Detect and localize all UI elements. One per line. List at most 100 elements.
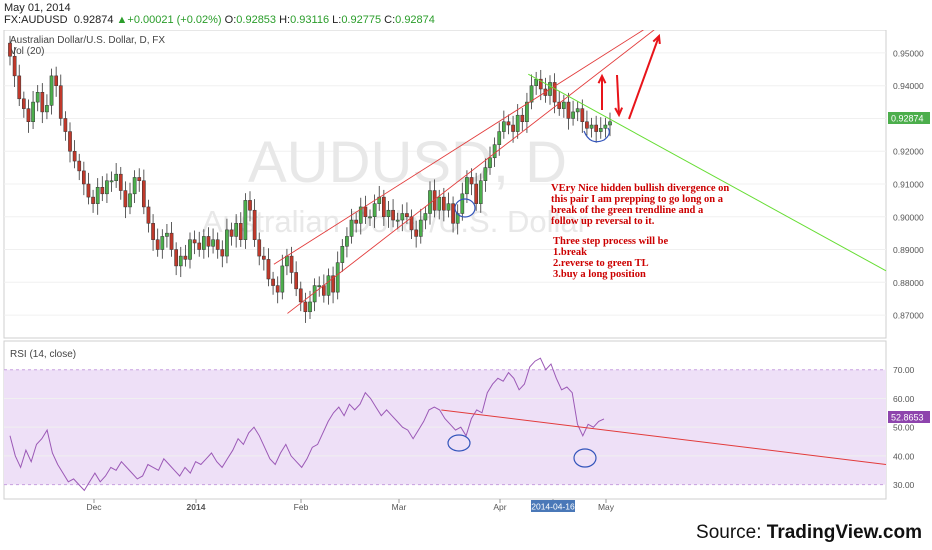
candle-up <box>132 177 137 195</box>
candle-up <box>603 124 608 129</box>
candle-down <box>391 209 395 221</box>
candle-up <box>285 255 289 267</box>
rsi-line <box>9 357 605 492</box>
candle-down <box>405 213 409 218</box>
quote-bar: FX:AUDUSD 0.92874 ▲+0.00021 (+0.02%) O:0… <box>4 14 435 26</box>
candle-down <box>197 242 202 250</box>
candle-down <box>155 239 160 250</box>
candle-down <box>511 124 515 132</box>
price-divergence-circle-2 <box>583 127 610 143</box>
price-tick-label: 0.89000 <box>893 245 924 255</box>
candle-down <box>552 82 557 103</box>
candle-down <box>520 114 525 122</box>
arrow-down-head <box>614 107 624 118</box>
candle-down <box>68 131 72 152</box>
candle-up <box>437 196 442 211</box>
rsi-tick-label: 70.00 <box>893 365 915 375</box>
price-divergence-circle-1 <box>454 198 476 218</box>
price-tick-label: 0.91000 <box>893 180 924 190</box>
candle-up <box>423 213 428 221</box>
candle-down <box>506 121 511 126</box>
rsi-tick-label: 30.00 <box>893 480 915 490</box>
candle-down <box>409 216 414 231</box>
candle-down <box>580 108 585 122</box>
candle-down <box>141 180 146 208</box>
annotation-line: this pair I am prepping to go long on a <box>551 194 724 205</box>
candle-up <box>598 128 603 132</box>
candle-up <box>109 180 114 183</box>
candle-down <box>585 121 589 129</box>
arrow-down <box>616 74 620 116</box>
price-tick-label: 0.92000 <box>893 147 924 157</box>
candle-up <box>234 223 239 237</box>
candle-down <box>248 200 252 211</box>
chart-area[interactable]: AUDUSD, D Australian Dollar/U.S. Dollar … <box>0 30 932 520</box>
price-tick-label: 0.90000 <box>893 212 924 222</box>
candle-up <box>31 101 35 122</box>
annotation-line: 2.reverse to green TL <box>553 258 649 269</box>
candle-down <box>298 288 303 303</box>
crosshair-date-label: 2014-04-16 <box>531 502 575 512</box>
green-trendline <box>528 73 887 272</box>
candle-down <box>266 259 271 280</box>
svg-text:0.92874: 0.92874 <box>891 114 924 124</box>
x-tick-label: 2014 <box>187 502 206 512</box>
candle-down <box>252 209 257 240</box>
annotation-line: 1.break <box>553 247 587 258</box>
candle-down <box>469 177 474 185</box>
candle-down <box>151 223 155 240</box>
candle-down <box>261 255 266 260</box>
candle-up <box>308 301 312 313</box>
candle-up <box>571 111 575 119</box>
candle-down <box>21 98 26 109</box>
x-tick-label: Mar <box>392 502 407 512</box>
source-name: TradingView.com <box>766 522 922 543</box>
candle-down <box>40 92 45 113</box>
candle-down <box>451 203 455 224</box>
candle-up <box>211 239 215 247</box>
candle-down <box>321 285 326 296</box>
candle-up <box>243 200 248 240</box>
candle-down <box>381 196 386 218</box>
rsi-divergence-circle-1 <box>447 434 471 452</box>
x-tick-label: Apr <box>493 502 506 512</box>
low-label: L: <box>332 14 342 26</box>
candle-up <box>358 206 363 224</box>
arrow-up-large <box>628 35 660 120</box>
candle-up <box>465 177 469 195</box>
rsi-divergence-circle-2 <box>573 448 597 468</box>
source-prefix: Source: <box>696 522 767 543</box>
candle-up <box>561 101 566 109</box>
rsi-tick-label: 50.00 <box>893 423 915 433</box>
candle-down <box>12 55 17 77</box>
rsi-tick-label: 60.00 <box>893 394 915 404</box>
last-price: 0.92874 <box>73 14 114 26</box>
low-value: 0.92775 <box>341 14 382 26</box>
rsi-tick-label: 40.00 <box>893 451 915 461</box>
rsi-title: RSI (14, close) <box>10 349 76 360</box>
candle-down <box>123 190 128 208</box>
symbol[interactable]: FX:AUDUSD <box>4 14 68 26</box>
candle-up <box>225 229 229 257</box>
candle-up <box>488 157 492 168</box>
candle-up <box>589 124 594 129</box>
open-value: 0.92853 <box>236 14 277 26</box>
candle-down <box>557 101 562 109</box>
x-axis: Dec 2014 Feb Mar Apr 2014-04-16 May <box>86 499 615 512</box>
candle-up <box>492 144 497 159</box>
candle-down <box>54 75 59 86</box>
candle-down <box>271 278 275 286</box>
candle-down <box>86 183 91 198</box>
price-change: +0.00021 (+0.02%) <box>127 14 222 26</box>
annotation-line: break of the green trendline and a <box>551 205 704 216</box>
change-up-icon: ▲ <box>116 14 128 26</box>
candle-up <box>128 193 132 208</box>
candle-down <box>289 255 294 273</box>
candle-up <box>165 232 169 237</box>
candle-down <box>77 160 82 172</box>
candle-down <box>100 187 105 195</box>
price-tick-label: 0.87000 <box>893 311 924 321</box>
candle-down <box>192 239 197 244</box>
x-tick-label: Feb <box>294 502 309 512</box>
candle-up <box>515 114 520 132</box>
